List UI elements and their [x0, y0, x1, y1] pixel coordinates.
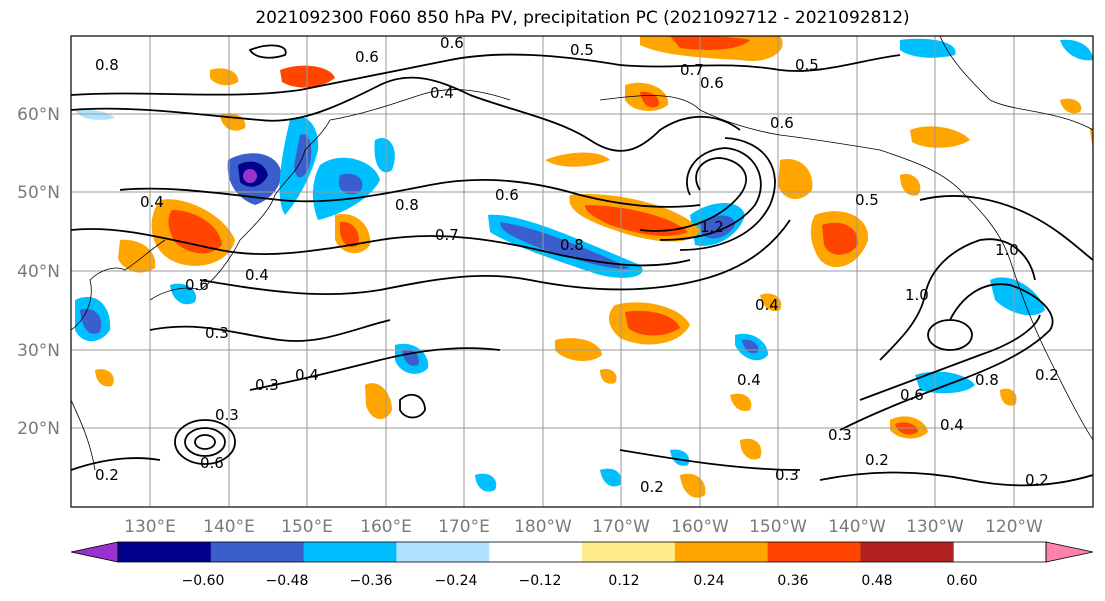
colorbar-segment: [582, 542, 676, 562]
colorbar-segment: [767, 542, 861, 562]
colorbar-tick-label: −0.48: [266, 573, 309, 589]
lon-label: 150°E: [281, 517, 333, 537]
latitude-labels: 60°N 50°N 40°N 30°N 20°N: [17, 105, 60, 439]
colorbar-segment: [118, 542, 212, 562]
lat-label: 50°N: [17, 183, 60, 203]
contour-label: 1.0: [995, 241, 1019, 259]
contour-label: 0.4: [140, 193, 164, 211]
pv-contours: [71, 44, 1093, 487]
contour-label: 0.2: [865, 451, 889, 469]
colorbar-tick-label: 0.24: [693, 573, 724, 589]
colorbar-left-extension: [70, 541, 119, 563]
lat-label: 20°N: [17, 419, 60, 439]
map-frame: [70, 35, 1094, 508]
colorbar-right-extension: [1045, 541, 1094, 563]
colorbar-segment: [489, 542, 583, 562]
contour-label: 0.4: [737, 371, 761, 389]
colorbar-ticks: −0.60 −0.48 −0.36 −0.24 −0.12 0.12 0.24 …: [182, 573, 978, 589]
colorbar: −0.60 −0.48 −0.36 −0.24 −0.12 0.12 0.24 …: [70, 541, 1094, 589]
colorbar-segment: [674, 542, 769, 562]
lon-label: 150°W: [749, 517, 807, 537]
lon-label: 120°W: [985, 517, 1043, 537]
lon-label: 170°E: [438, 517, 490, 537]
contour-labels: 0.6 0.5 0.8 0.4 0.6 0.6 0.5 0.7 0.6 0.4 …: [95, 34, 1059, 496]
contour-label: 0.7: [680, 61, 704, 79]
lon-label: 180°W: [514, 517, 572, 537]
colorbar-tick-label: −0.24: [435, 573, 478, 589]
lon-label: 170°W: [592, 517, 650, 537]
lon-label: 140°E: [203, 517, 255, 537]
contour-label: 0.3: [205, 324, 229, 342]
map-title: 2021092300 F060 850 hPa PV, precipitatio…: [255, 8, 910, 28]
colorbar-segment: [860, 542, 954, 562]
contour-label: 0.2: [95, 466, 119, 484]
colorbar-tick-label: −0.60: [182, 573, 225, 589]
contour-label: 0.6: [770, 114, 794, 132]
lat-label: 40°N: [17, 262, 60, 282]
contour-label: 0.3: [828, 426, 852, 444]
lon-label: 130°W: [906, 517, 964, 537]
colorbar-segment: [210, 542, 305, 562]
colorbar-tick-label: 0.36: [777, 573, 808, 589]
contour-label: 0.5: [570, 41, 594, 59]
contour-label: 1.0: [905, 286, 929, 304]
contour-label: 1.2: [700, 218, 724, 236]
graticule: [71, 36, 1093, 507]
contour-label: 0.7: [435, 226, 459, 244]
contour-label: 0.8: [975, 371, 999, 389]
contour-label: 0.8: [95, 56, 119, 74]
longitude-labels: 130°E 140°E 150°E 160°E 170°E 180°W 170°…: [124, 517, 1043, 537]
contour-label: 0.6: [185, 276, 209, 294]
colorbar-tick-label: 0.60: [946, 573, 977, 589]
colorbar-tick-label: −0.12: [519, 573, 562, 589]
contour-label: 0.4: [940, 416, 964, 434]
colorbar-tick-label: 0.12: [608, 573, 639, 589]
colorbar-tick-label: 0.48: [861, 573, 892, 589]
contour-label: 0.6: [200, 454, 224, 472]
lon-label: 140°W: [828, 517, 886, 537]
contour-label: 0.2: [1035, 366, 1059, 384]
contour-label: 0.5: [855, 191, 879, 209]
coastlines: [71, 36, 1093, 471]
contour-label: 0.2: [1025, 471, 1049, 489]
contour-label: 0.3: [775, 466, 799, 484]
contour-label: 0.6: [495, 186, 519, 204]
contour-label: 0.4: [430, 84, 454, 102]
lat-label: 60°N: [17, 105, 60, 125]
contour-label: 0.8: [395, 196, 419, 214]
colorbar-segment: [303, 542, 397, 562]
contour-label: 0.8: [560, 236, 584, 254]
lon-label: 160°E: [360, 517, 412, 537]
contour-label: 0.2: [640, 478, 664, 496]
lat-label: 30°N: [17, 341, 60, 361]
lon-label: 160°W: [671, 517, 729, 537]
contour-label: 0.6: [355, 48, 379, 66]
contour-label: 0.6: [440, 34, 464, 52]
contour-label: 0.3: [255, 376, 279, 394]
colorbar-tick-label: −0.36: [350, 573, 393, 589]
contour-label: 0.4: [755, 296, 779, 314]
contour-label: 0.6: [700, 74, 724, 92]
contour-label: 0.4: [295, 366, 319, 384]
lon-label: 130°E: [124, 517, 176, 537]
contour-label: 0.6: [900, 386, 924, 404]
colorbar-segment: [396, 542, 490, 562]
contour-label: 0.4: [245, 266, 269, 284]
contour-label: 0.3: [215, 406, 239, 424]
contour-label: 0.5: [795, 56, 819, 74]
